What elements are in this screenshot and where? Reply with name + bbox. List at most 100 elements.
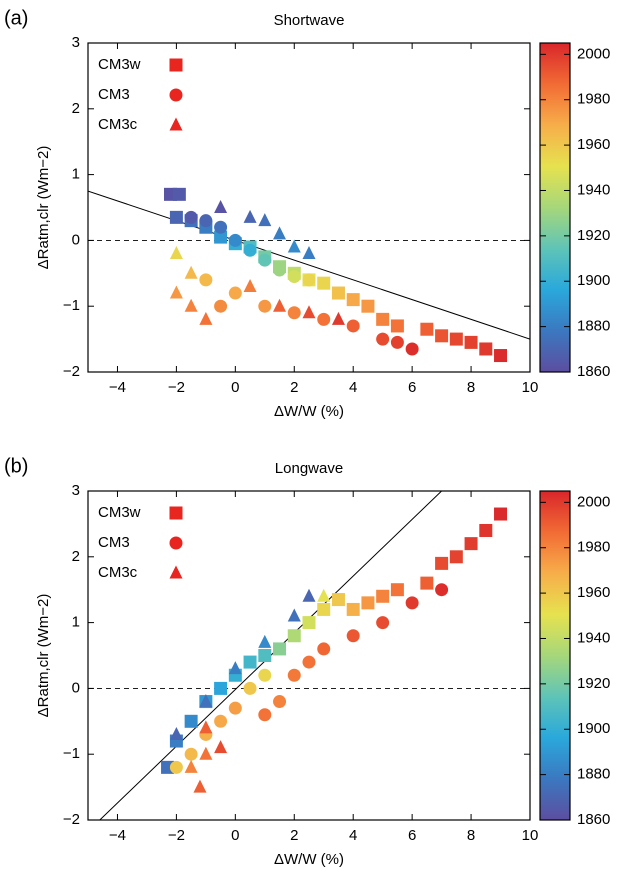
- y-tick-label: 1: [72, 166, 80, 183]
- colorbar-label: 1980: [577, 91, 610, 108]
- triangle-point: [273, 226, 287, 240]
- circle-point: [317, 312, 331, 326]
- triangle-point: [184, 265, 198, 279]
- triangle-point: [243, 278, 257, 292]
- panel-label: (b): [4, 455, 28, 477]
- triangle-point: [169, 726, 183, 740]
- triangle-point: [287, 239, 301, 253]
- triangle-point: [169, 285, 183, 299]
- square-point: [390, 583, 404, 597]
- y-tick-label: −2: [63, 811, 80, 828]
- triangle-point: [193, 779, 207, 793]
- square-point: [435, 329, 449, 343]
- plot-frame: [87, 490, 531, 821]
- colorbar-label: 1880: [577, 766, 610, 783]
- colorbar-label: 1860: [577, 363, 610, 380]
- triangle-point: [302, 246, 316, 260]
- triangle-point: [199, 694, 213, 708]
- circle-point: [287, 306, 301, 320]
- square-point: [169, 210, 183, 224]
- square-point: [376, 312, 390, 326]
- square-point: [361, 596, 375, 610]
- square-point: [420, 322, 434, 336]
- triangle-point: [214, 200, 228, 213]
- circle-point: [390, 335, 404, 349]
- circle-point: [287, 668, 301, 682]
- triangle-point: [169, 246, 183, 260]
- square-point: [317, 276, 331, 290]
- triangle-point: [199, 720, 213, 734]
- x-tick-label: 4: [349, 379, 357, 396]
- y-tick-label: 3: [72, 34, 80, 51]
- square-point: [464, 537, 478, 551]
- circle-point: [435, 583, 449, 597]
- circle-point: [169, 88, 183, 102]
- triangle-point: [258, 213, 272, 227]
- square-point: [449, 332, 463, 346]
- circle-point: [258, 299, 272, 313]
- y-tick-label: 0: [72, 231, 80, 248]
- triangle-point: [184, 759, 198, 773]
- triangle-point: [258, 634, 272, 648]
- x-tick-label: 8: [467, 827, 475, 844]
- circle-point: [346, 629, 360, 643]
- square-point: [494, 349, 508, 363]
- square-point: [390, 319, 404, 333]
- circle-point: [214, 299, 228, 313]
- circle-point: [287, 270, 301, 284]
- circle-point: [302, 655, 316, 669]
- square-point: [494, 507, 508, 521]
- square-point: [479, 523, 493, 537]
- circle-point: [346, 319, 360, 333]
- circle-point: [376, 332, 390, 346]
- triangle-point: [317, 588, 331, 602]
- legend-label: CM3c: [98, 116, 138, 133]
- reference-line: [88, 190, 530, 340]
- triangle-point: [199, 311, 213, 325]
- circle-point: [184, 747, 198, 761]
- circle-point: [273, 695, 287, 709]
- circle-point: [228, 286, 242, 300]
- x-tick-label: 4: [349, 827, 357, 844]
- x-tick-label: 2: [290, 379, 298, 396]
- x-tick-label: 10: [522, 827, 539, 844]
- triangle-point: [214, 740, 228, 754]
- square-point: [420, 576, 434, 590]
- y-tick-label: 3: [72, 482, 80, 499]
- circle-point: [214, 714, 228, 728]
- colorbar: [539, 42, 571, 373]
- square-point: [346, 602, 360, 616]
- y-tick-label: 0: [72, 679, 80, 696]
- square-point: [273, 642, 287, 656]
- colorbar-label: 1920: [577, 227, 610, 244]
- triangle-point: [331, 311, 345, 325]
- circle-point: [243, 681, 257, 695]
- square-point: [302, 616, 316, 630]
- colorbar-label: 1900: [577, 720, 610, 737]
- x-tick-label: 6: [408, 827, 416, 844]
- square-point: [243, 655, 257, 669]
- colorbar-label: 1860: [577, 811, 610, 828]
- square-point: [172, 187, 186, 201]
- triangle-point: [199, 746, 213, 760]
- circle-point: [199, 273, 213, 287]
- colorbar-label: 1960: [577, 584, 610, 601]
- square-point: [435, 556, 449, 570]
- colorbar-label: 1980: [577, 539, 610, 556]
- square-point: [331, 286, 345, 300]
- x-tick-label: −4: [109, 827, 126, 844]
- legend-label: CM3: [98, 534, 130, 551]
- square-point: [287, 629, 301, 643]
- circle-point: [228, 701, 242, 715]
- circle-point: [258, 668, 272, 682]
- circle-point: [273, 263, 287, 277]
- colorbar-label: 2000: [577, 493, 610, 510]
- chart-title: Longwave: [275, 460, 343, 477]
- square-point: [331, 593, 345, 607]
- x-tick-label: 6: [408, 379, 416, 396]
- panel-label: (a): [4, 7, 28, 29]
- colorbar-label: 1960: [577, 136, 610, 153]
- triangle-point: [273, 298, 287, 312]
